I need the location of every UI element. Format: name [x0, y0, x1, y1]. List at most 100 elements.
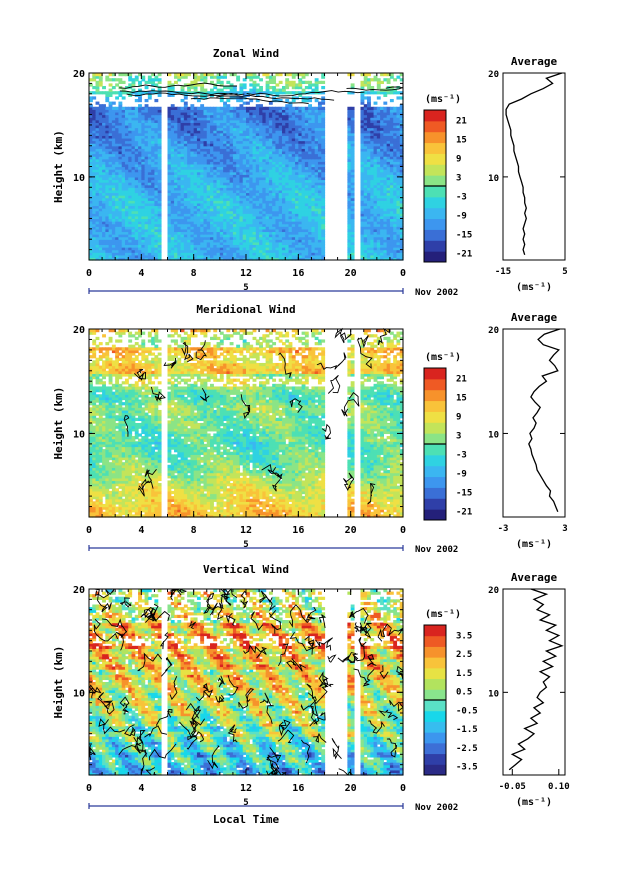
heatmap-cell	[363, 234, 368, 238]
heatmap-cell	[138, 205, 142, 209]
heatmap-cell	[317, 231, 322, 235]
heatmap-cell	[308, 179, 313, 183]
heatmap-cell	[268, 195, 273, 199]
heatmap-cell	[295, 244, 299, 248]
heatmap-cell	[278, 249, 283, 253]
heatmap-cell	[380, 202, 384, 207]
heatmap-cell	[98, 192, 103, 196]
heatmap-cell	[373, 205, 378, 209]
heatmap-cell	[304, 221, 309, 225]
heatmap-cell	[236, 182, 241, 186]
heatmap-cell	[216, 241, 221, 246]
heatmap-cell	[265, 239, 270, 243]
heatmap-cell	[380, 231, 384, 235]
heatmap-cell	[393, 189, 398, 194]
heatmap-cell	[89, 184, 93, 188]
heatmap-cell	[193, 241, 198, 246]
heatmap-cell	[174, 221, 178, 225]
heatmap-cell	[216, 257, 221, 261]
heatmap-cell	[170, 244, 175, 248]
heatmap-cell	[151, 205, 156, 209]
heatmap-cell	[393, 213, 398, 217]
heatmap-cell	[393, 208, 398, 212]
heatmap-cell	[373, 231, 378, 235]
heatmap-cell	[285, 189, 290, 194]
heatmap-cell	[108, 223, 113, 227]
heatmap-cell	[370, 176, 375, 181]
heatmap-cell	[308, 192, 313, 196]
heatmap-cell	[262, 234, 267, 238]
heatmap-cell	[95, 247, 100, 251]
heatmap-cell	[363, 192, 368, 196]
heatmap-cell	[167, 215, 172, 220]
heatmap-cell	[134, 192, 139, 196]
heatmap-cell	[350, 179, 355, 183]
heatmap-cell	[210, 236, 214, 240]
heatmap-cell	[308, 205, 313, 209]
heatmap-cell	[380, 236, 384, 240]
heatmap-cell	[174, 208, 178, 212]
heatmap-cell	[210, 179, 214, 183]
heatmap-cell	[232, 192, 237, 196]
heatmap-cell	[167, 210, 172, 214]
heatmap-cell	[301, 205, 306, 209]
heatmap-cell	[288, 176, 293, 181]
heatmap-cell	[367, 228, 371, 233]
heatmap-cell	[249, 241, 254, 246]
heatmap-cell	[396, 236, 401, 240]
heatmap-cell	[151, 184, 156, 188]
heatmap-cell	[389, 202, 394, 207]
heatmap-cell	[177, 254, 182, 259]
heatmap-cell	[147, 200, 152, 204]
heatmap-cell	[223, 182, 227, 186]
heatmap-cell	[399, 228, 404, 233]
heatmap-cell	[288, 195, 293, 199]
heatmap-cell	[124, 200, 129, 204]
heatmap-cell	[167, 208, 172, 212]
heatmap-cell	[121, 234, 126, 238]
heatmap-cell	[89, 213, 93, 217]
heatmap-cell	[275, 195, 280, 199]
heatmap-cell	[317, 189, 322, 194]
heatmap-cell	[206, 187, 211, 191]
heatmap-cell	[246, 189, 250, 194]
heatmap-cell	[92, 182, 97, 186]
heatmap-cell	[272, 231, 277, 235]
heatmap-cell	[138, 218, 142, 222]
heatmap-cell	[298, 234, 303, 238]
heatmap-cell	[396, 182, 401, 186]
heatmap-cell	[232, 221, 237, 225]
heatmap-cell	[239, 197, 244, 201]
heatmap-cell	[213, 202, 218, 207]
heatmap-cell	[255, 244, 260, 248]
heatmap-cell	[105, 213, 110, 217]
heatmap-cell	[190, 252, 195, 256]
heatmap-cell	[170, 254, 175, 259]
heatmap-cell	[265, 223, 270, 227]
heatmap-cell	[298, 179, 303, 183]
heatmap-cell	[115, 208, 120, 212]
heatmap-cell	[134, 244, 139, 248]
heatmap-cell	[111, 179, 116, 183]
heatmap-cell	[141, 236, 146, 240]
heatmap-cell	[350, 249, 355, 253]
heatmap-cell	[242, 208, 247, 212]
heatmap-cell	[275, 236, 280, 240]
heatmap-cell	[138, 215, 142, 220]
heatmap-cell	[111, 218, 116, 222]
heatmap-cell	[147, 231, 152, 235]
heatmap-cell	[396, 228, 401, 233]
heatmap-cell	[144, 257, 149, 261]
heatmap-cell	[304, 239, 309, 243]
heatmap-cell	[95, 197, 100, 201]
heatmap-cell	[246, 176, 250, 181]
heatmap-cell	[102, 208, 106, 212]
heatmap-cell	[128, 252, 133, 256]
heatmap-cell	[177, 228, 182, 233]
heatmap-cell	[360, 221, 365, 225]
heatmap-cell	[147, 221, 152, 225]
heatmap-cell	[232, 249, 237, 253]
heatmap-cell	[301, 187, 306, 191]
heatmap-cell	[347, 236, 352, 240]
heatmap-cell	[252, 239, 257, 243]
